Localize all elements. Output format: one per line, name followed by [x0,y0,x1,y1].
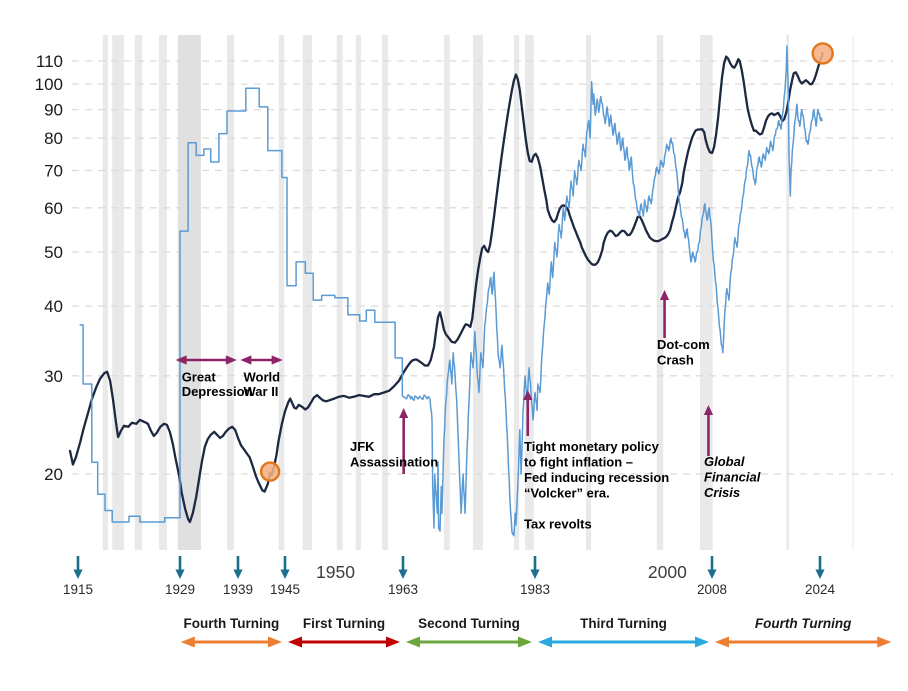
turning-arrow-fourth-turning-label: Fourth Turning [184,616,280,631]
world-war-2-span-right-head [271,355,283,365]
jfk-assassination-label: JFK [350,439,375,454]
turning-arrow-fourth-turning-label: Fourth Turning [755,616,852,631]
y-axis-label: 110 [36,52,63,71]
great-depression-span-left-head [175,355,187,365]
x-axis-decade-label: 1950 [316,562,355,582]
y-axis-label: 90 [44,101,63,120]
recession-band [656,35,664,550]
turning-arrow-second-turning-right-head [518,636,532,648]
x-tick-arrowhead [73,569,83,579]
x-axis-year-label: 1945 [270,582,300,597]
x-axis-year-label: 1915 [63,582,93,597]
turning-arrow-second-turning-label: Second Turning [418,616,520,631]
global-financial-crisis-label: Global [704,454,745,469]
recession-band [525,35,534,550]
jfk-assassination-label: Assassination [350,455,438,470]
orange-circle-2024 [811,42,834,65]
x-axis-year-label: 1939 [223,582,253,597]
dark-navy-line [68,52,824,524]
y-axis-label: 80 [44,129,63,148]
volcker-era-label: “Volcker” era. [524,486,610,501]
y-axis-label: 50 [44,243,63,262]
x-axis-year-label: 1983 [520,582,550,597]
y-axis-label: 20 [44,465,63,484]
y-axis-label: 40 [44,297,63,316]
recession-band [227,35,234,550]
y-axis-label: 70 [44,162,63,181]
turning-arrow-third-turning-left-head [538,636,552,648]
turning-arrow-first-turning-left-head [288,636,302,648]
recession-band [786,35,789,550]
x-axis-year-label: 2008 [697,582,727,597]
volcker-era-label: to fight inflation – [524,455,633,470]
recession-band [134,35,143,550]
light-blue-line [79,45,823,537]
y-axis-label: 60 [44,199,63,218]
x-axis-decade-label: 2000 [648,562,687,582]
recession-band [443,35,450,550]
volcker-era-label: Fed inducing recession [524,470,669,485]
global-financial-crisis-arrowhead [703,405,714,415]
volcker-era-arrowhead [523,390,533,400]
dot-com-crash-arrowhead [659,290,670,300]
recession-band [112,35,124,550]
recession-band [302,35,312,550]
recession-band [355,35,361,550]
world-war-2-span-label: War II [244,384,279,399]
x-axis-year-label: 2024 [805,582,836,597]
orange-circle-1943 [259,461,281,482]
recession-band [336,35,343,550]
great-depression-span-label: Depression [182,384,253,399]
jfk-assassination-arrowhead [399,408,409,418]
recession-band [177,35,201,550]
great-depression-span-label: Great [182,370,217,385]
recession-band [278,35,285,550]
turning-arrow-fourth-turning-left-head [180,636,195,648]
x-tick-arrowhead [280,569,290,579]
recession-band [513,35,520,550]
turning-arrow-first-turning-label: First Turning [303,616,385,631]
global-financial-crisis-label: Financial [704,470,761,485]
turning-arrow-third-turning-label: Third Turning [580,616,667,631]
turning-arrow-fourth-turning-right-head [268,636,282,648]
turning-arrow-fourth-turning-right-head [877,636,892,648]
x-tick-arrowhead [398,569,408,579]
turning-arrow-second-turning-left-head [406,636,420,648]
turning-arrow-fourth-turning-left-head [715,636,729,648]
dot-com-crash-label: Crash [657,353,694,368]
dot-com-crash-label: Dot-com [657,337,710,352]
world-war-2-span-label: World [244,370,281,385]
volcker-era-label: Tax revolts [524,517,592,532]
global-financial-crisis-label: Crisis [704,485,740,500]
y-axis-label: 30 [44,367,63,386]
recession-band [158,35,167,550]
world-war-2-span-left-head [240,355,252,365]
x-axis-year-label: 1963 [388,582,418,597]
x-tick-arrowhead [530,569,540,579]
recession-band [586,35,591,550]
recession-band [382,35,388,550]
x-tick-arrowhead [707,569,717,579]
recession-band [102,35,108,550]
great-depression-span-right-head [225,355,237,365]
x-axis-year-label: 1929 [165,582,195,597]
recession-band [473,35,483,550]
x-tick-arrowhead [233,569,243,579]
x-tick-arrowhead [815,569,825,579]
y-axis-label: 100 [35,75,63,94]
x-tick-arrowhead [175,569,185,579]
volcker-era-label: Tight monetary policy [524,439,660,454]
turning-arrow-first-turning-right-head [386,636,400,648]
turning-arrow-third-turning-right-head [695,636,709,648]
